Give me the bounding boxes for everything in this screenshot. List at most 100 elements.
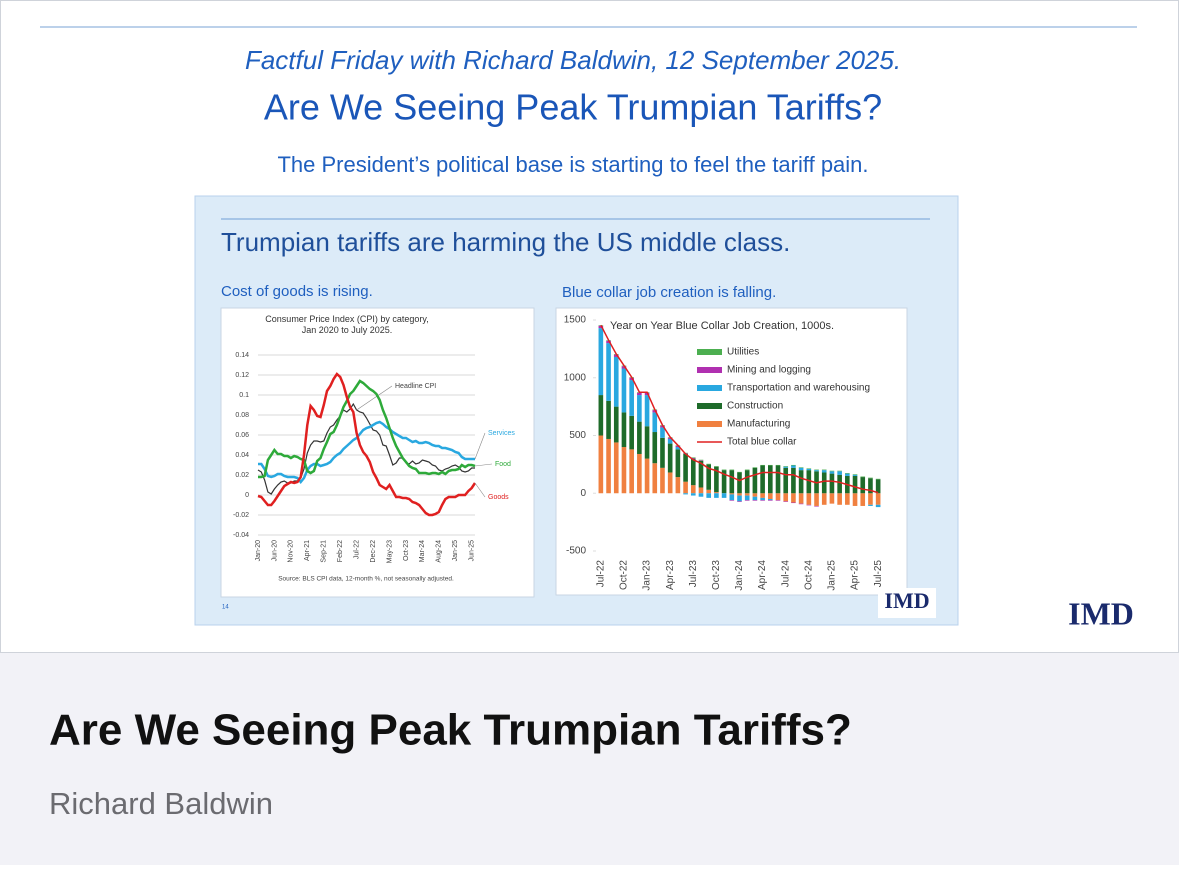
x-tick-label: Jan-24 bbox=[734, 560, 745, 591]
bar-segment bbox=[768, 493, 773, 500]
y-tick-label: 0 bbox=[245, 492, 249, 499]
bar-segment bbox=[652, 463, 658, 494]
bar-segment bbox=[637, 421, 642, 454]
bar-segment bbox=[837, 470, 842, 472]
bar-segment bbox=[613, 354, 619, 357]
card-author: Richard Baldwin bbox=[49, 786, 273, 821]
bar-segment bbox=[814, 469, 819, 471]
series-label: Goods bbox=[488, 494, 509, 501]
bar-segment bbox=[744, 469, 750, 471]
legend-swatch bbox=[697, 349, 722, 355]
bar-segment bbox=[644, 458, 650, 494]
leader bbox=[474, 482, 486, 498]
y-tick-label: 1000 bbox=[564, 372, 587, 383]
legend-label: Utilities bbox=[727, 347, 759, 358]
legend-swatch bbox=[697, 403, 722, 409]
x-tick-label: Jul-22 bbox=[353, 540, 360, 559]
bar-segment bbox=[837, 471, 842, 475]
bar-segment bbox=[629, 415, 634, 450]
bar-segment bbox=[729, 469, 735, 471]
bar-segment bbox=[690, 457, 696, 459]
bar-segment bbox=[752, 467, 758, 494]
chart-panel bbox=[220, 307, 535, 598]
bar-segment bbox=[768, 464, 773, 466]
bar-segment bbox=[644, 426, 650, 459]
bar-segment bbox=[690, 458, 696, 486]
leader bbox=[474, 463, 493, 467]
bar-segment bbox=[875, 504, 881, 508]
bar-segment bbox=[667, 438, 673, 444]
bar-segment bbox=[613, 356, 619, 407]
bar-segment bbox=[621, 368, 627, 413]
bar-segment bbox=[644, 395, 650, 427]
x-tick-label: Sep-21 bbox=[321, 540, 328, 563]
bar-segment bbox=[660, 425, 665, 428]
bar-segment bbox=[821, 469, 827, 471]
x-tick-label: Nov-20 bbox=[288, 540, 295, 563]
bar-segment bbox=[814, 505, 819, 507]
bar-segment bbox=[875, 493, 881, 505]
chart-title-box: Consumer Price Index (CPI) by category, … bbox=[265, 314, 428, 335]
subtitle: The President’s political base is starti… bbox=[277, 152, 868, 177]
x-tick-label: Apr-25 bbox=[850, 560, 861, 590]
leader bbox=[356, 385, 393, 411]
legend-swatch bbox=[697, 367, 722, 373]
bar-segment bbox=[660, 467, 665, 494]
x-tick-label: Aug-24 bbox=[436, 540, 443, 563]
bar-segment bbox=[652, 410, 658, 413]
bar-segment bbox=[721, 470, 727, 494]
card-footer[interactable] bbox=[0, 653, 1179, 865]
x-tick-label: Apr-23 bbox=[665, 560, 676, 590]
bar-segment bbox=[783, 501, 789, 502]
x-tick-label: Jul-25 bbox=[873, 560, 884, 588]
bar-segment bbox=[675, 447, 681, 450]
bar-segment bbox=[629, 449, 634, 494]
bar-segment bbox=[760, 497, 765, 501]
caption: Blue collar job creation is falling. bbox=[562, 284, 776, 301]
legend-label: Transportation and warehousing bbox=[727, 383, 870, 394]
card-title[interactable]: Are We Seeing Peak Trumpian Tariffs? bbox=[49, 706, 852, 755]
bar-segment bbox=[837, 474, 842, 494]
x-tick-label: Dec-22 bbox=[370, 540, 377, 563]
bar-segment bbox=[852, 474, 858, 475]
bar-segment bbox=[598, 328, 604, 396]
bar-segment bbox=[598, 325, 604, 329]
bar-segment bbox=[752, 496, 758, 501]
bar-segment bbox=[868, 477, 873, 479]
bar-segment bbox=[729, 494, 735, 501]
bar-segment bbox=[706, 464, 711, 490]
bar-segment bbox=[621, 447, 627, 494]
bar-segment bbox=[652, 412, 658, 433]
y-tick-label: 0.08 bbox=[235, 412, 249, 419]
bar-segment bbox=[667, 472, 673, 494]
bar-segment bbox=[737, 493, 742, 496]
x-tick-label: Feb-22 bbox=[337, 540, 344, 562]
bar-segment bbox=[675, 449, 681, 478]
bar-segment bbox=[698, 460, 704, 488]
bar-segment bbox=[821, 472, 827, 494]
bar-segment bbox=[637, 392, 642, 396]
bar-segment bbox=[621, 412, 627, 448]
bar-segment bbox=[675, 477, 681, 494]
x-tick-label: Apr-24 bbox=[757, 560, 768, 590]
bar-segment bbox=[798, 503, 804, 505]
bar-segment bbox=[814, 470, 819, 472]
bar-segment bbox=[798, 467, 804, 471]
bar-segment bbox=[698, 459, 704, 461]
bar-segment bbox=[845, 493, 850, 505]
y-tick-label: 0.06 bbox=[235, 432, 249, 439]
bar-segment bbox=[798, 493, 804, 504]
bar-segment bbox=[729, 493, 735, 495]
bar-segment bbox=[706, 463, 711, 465]
bar-segment bbox=[737, 501, 742, 502]
bar-segment bbox=[860, 476, 866, 478]
bar-segment bbox=[806, 468, 812, 469]
bar-segment bbox=[744, 493, 750, 496]
bar-segment bbox=[829, 473, 835, 494]
x-tick-label: Oct-24 bbox=[803, 560, 814, 590]
bar-segment bbox=[829, 470, 835, 472]
bar-segment bbox=[783, 467, 789, 494]
caption: Cost of goods is rising. bbox=[221, 283, 373, 300]
bar-segment bbox=[868, 478, 873, 494]
bar-segment bbox=[721, 469, 727, 471]
